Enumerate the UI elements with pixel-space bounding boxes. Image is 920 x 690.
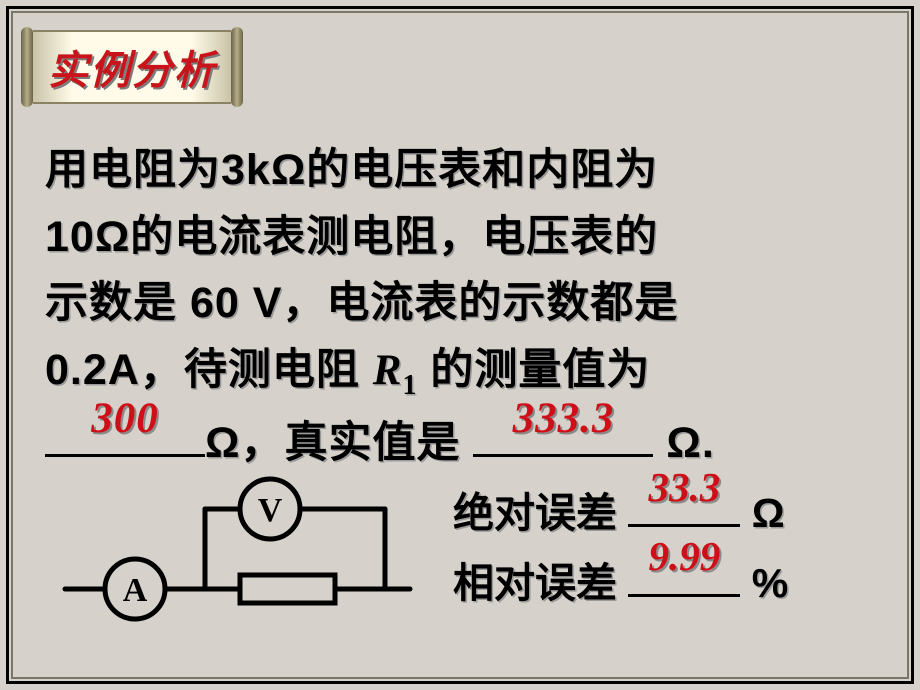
content-area: 用电阻为3kΩ的电压表和内阻为 10Ω的电流表测电阻，电压表的 示数是 60 V…: [45, 137, 875, 477]
slide-frame: 实例分析 用电阻为3kΩ的电压表和内阻为 10Ω的电流表测电阻，电压表的 示数是…: [6, 6, 914, 684]
problem-text: 用电阻为3kΩ的电压表和内阻为 10Ω的电流表测电阻，电压表的 示数是 60 V…: [45, 137, 875, 477]
answer-measured: 300: [45, 386, 205, 453]
scroll-rod-left: [21, 27, 33, 107]
rel-error-unit: %: [740, 560, 788, 606]
scroll-rod-right: [231, 27, 243, 107]
text-line-2: 10Ω的电流表测电阻，电压表的: [45, 213, 658, 261]
relative-error-line: 相对误差 9.99 %: [453, 549, 875, 619]
slide-title: 实例分析: [48, 38, 216, 96]
bottom-row: AV 绝对误差 33.3 Ω 相对误差 9.99 %: [45, 464, 875, 634]
abs-error-unit: Ω: [740, 490, 784, 536]
circuit-diagram: AV: [45, 464, 425, 634]
title-scroll: 实例分析: [21, 27, 243, 107]
abs-error-label: 绝对误差: [453, 490, 628, 536]
variable-r: R: [373, 347, 403, 394]
answer-true: 333.3: [473, 386, 653, 453]
blank-rel: 9.99: [628, 549, 740, 597]
blank-true: 333.3: [473, 407, 653, 457]
svg-text:V: V: [258, 492, 283, 529]
answer-abs: 33.3: [628, 453, 740, 523]
variable-r-sub: 1: [402, 370, 417, 401]
error-lines: 绝对误差 33.3 Ω 相对误差 9.99 %: [453, 479, 875, 618]
text-line-1: 用电阻为3kΩ的电压表和内阻为: [45, 146, 658, 194]
svg-text:A: A: [123, 572, 148, 609]
text-line-3: 示数是 60 V，电流表的示数都是: [45, 279, 678, 327]
rel-error-label: 相对误差: [453, 560, 628, 606]
blank-abs: 33.3: [628, 479, 740, 527]
answer-rel: 9.99: [628, 522, 740, 592]
scroll-body: 实例分析: [33, 30, 231, 104]
text-line-5-mid: Ω，真实值是: [205, 419, 473, 467]
blank-measured: 300: [45, 407, 205, 457]
